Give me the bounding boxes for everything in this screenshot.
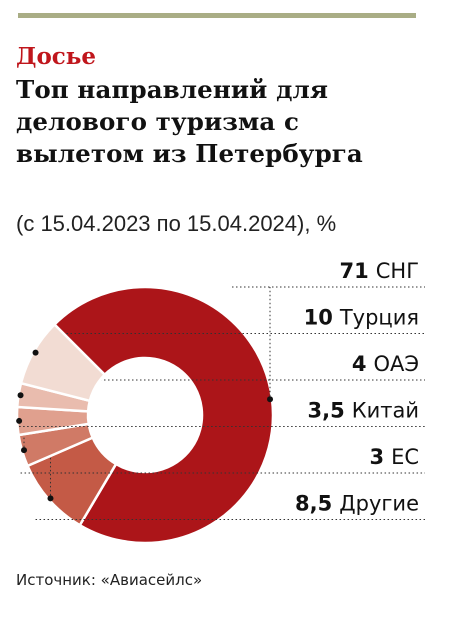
data-value-снг: 71 (340, 259, 369, 283)
data-value-оаэ: 4 (352, 352, 367, 376)
source-note: Источник: «Авиасейлс» (16, 571, 203, 589)
data-value-ес: 3 (369, 445, 384, 469)
leader-dot-снг (267, 396, 274, 403)
section-kicker: Досье (16, 43, 97, 70)
chart-subtitle: (с 15.04.2023 по 15.04.2024), % (16, 211, 337, 236)
data-label-другие: 8,5 Другие (295, 492, 419, 516)
slice-другие (19, 322, 107, 403)
leader-dot-другие (32, 349, 39, 356)
data-category-другие: Другие (339, 492, 419, 516)
data-value-другие: 8,5 (295, 492, 332, 516)
data-category-снг: СНГ (376, 259, 419, 283)
data-category-китай: Китай (352, 399, 419, 423)
leader-dot-ес (17, 392, 24, 399)
data-category-турция: Турция (339, 306, 419, 330)
data-label-турция: 10 Турция (304, 306, 419, 330)
data-category-оаэ: ОАЭ (373, 352, 419, 376)
data-value-турция: 10 (304, 306, 333, 330)
leader-dot-китай (16, 417, 23, 424)
leader-dot-турция (47, 495, 54, 502)
data-label-китай: 3,5 Китай (307, 399, 419, 423)
data-label-оаэ: 4 ОАЭ (352, 352, 419, 376)
data-category-ес: ЕС (391, 445, 419, 469)
slice-снг (52, 285, 275, 545)
chart-title: Топ направлений для делового туризма с в… (16, 75, 363, 168)
data-label-ес: 3 ЕС (369, 445, 419, 469)
top-rule (18, 13, 416, 18)
leader-dot-оаэ (21, 447, 28, 454)
data-value-китай: 3,5 (307, 399, 344, 423)
data-label-снг: 71 СНГ (340, 259, 420, 283)
